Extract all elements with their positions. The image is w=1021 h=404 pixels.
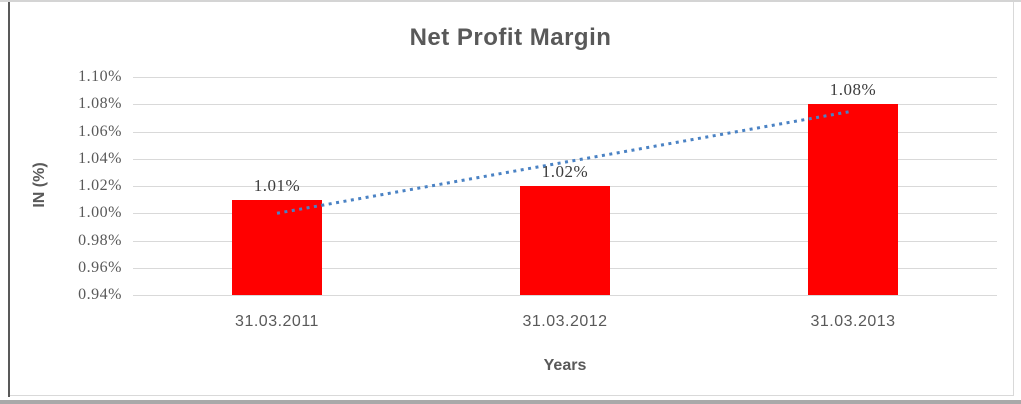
y-tick-label: 0.98% xyxy=(78,232,122,249)
outer-border-left xyxy=(8,2,10,397)
data-label: 1.08% xyxy=(829,80,877,99)
x-tick-label: 31.03.2013 xyxy=(810,313,896,330)
chart-title: Net Profit Margin xyxy=(409,24,612,51)
bar-31.03.2011 xyxy=(232,200,322,295)
gridline xyxy=(133,77,997,78)
y-tick-label: 1.04% xyxy=(78,150,122,167)
x-tick-label: 31.03.2011 xyxy=(235,313,319,330)
y-tick-label: 1.10% xyxy=(78,68,122,85)
y-tick-label: 0.94% xyxy=(78,286,122,303)
x-tick-label: 31.03.2012 xyxy=(522,313,608,330)
y-tick-label: 1.00% xyxy=(78,204,122,221)
gridline xyxy=(133,295,997,296)
bar-31.03.2013 xyxy=(808,104,898,295)
gridline xyxy=(133,104,997,105)
y-tick-label: 0.96% xyxy=(78,259,122,276)
y-axis-title: IN (%) xyxy=(31,162,48,208)
data-label: 1.01% xyxy=(253,176,301,195)
bar-31.03.2012 xyxy=(520,186,610,295)
y-tick-label: 1.08% xyxy=(78,95,122,112)
y-tick-label: 1.02% xyxy=(78,177,122,194)
x-axis-title: Years xyxy=(543,357,587,374)
y-tick-label: 1.06% xyxy=(78,123,122,140)
data-label: 1.02% xyxy=(541,162,589,181)
